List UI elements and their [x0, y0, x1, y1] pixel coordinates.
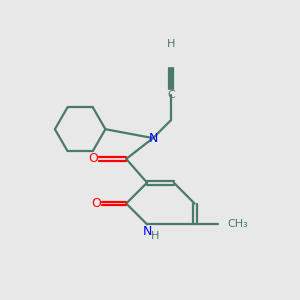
- Text: H: H: [151, 231, 160, 241]
- Text: N: N: [143, 225, 152, 238]
- Text: O: O: [91, 197, 101, 210]
- Text: H: H: [167, 40, 175, 50]
- Text: C: C: [167, 90, 175, 100]
- Text: N: N: [148, 132, 158, 145]
- Text: CH₃: CH₃: [228, 219, 249, 229]
- Text: O: O: [88, 152, 98, 165]
